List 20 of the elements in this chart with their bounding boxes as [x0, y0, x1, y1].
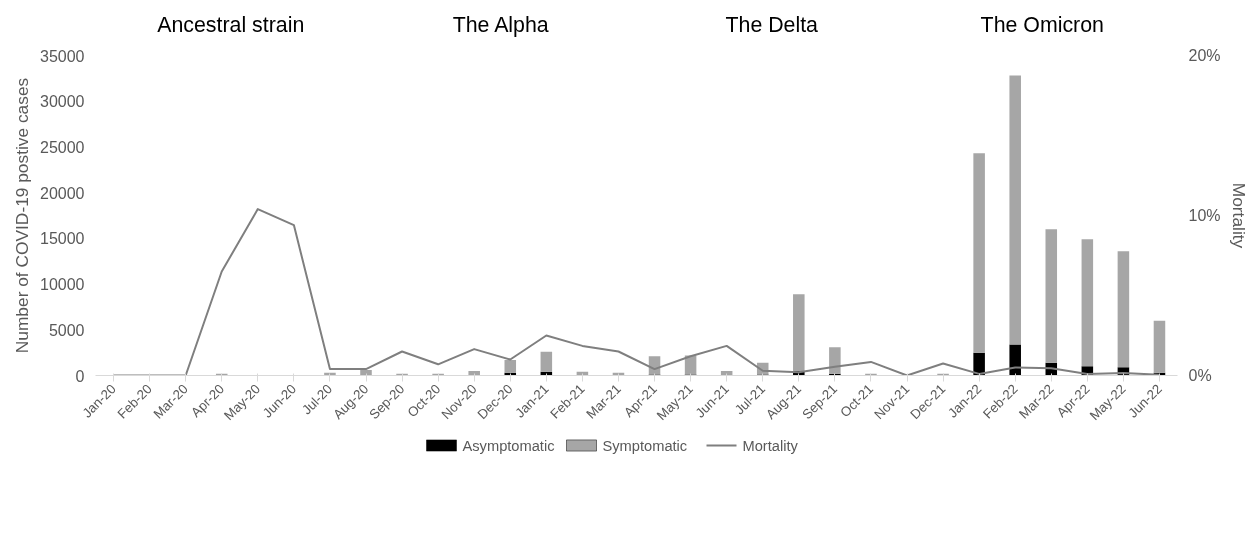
y-tick-label: 30000: [40, 93, 85, 111]
y-axis-title: Number of COVID-19 postive cases: [12, 77, 33, 354]
y-tick-label: 25000: [40, 138, 85, 156]
y-tick-label: 15000: [40, 230, 85, 248]
y2-tick-label: 0%: [1188, 367, 1212, 384]
y-tick-label: 20000: [40, 184, 85, 202]
legend-label: Symptomatic: [602, 437, 688, 454]
y-tick-label: 10000: [40, 276, 85, 294]
y-tick-label: 5000: [48, 321, 85, 339]
y2-tick-label: 20%: [1188, 47, 1221, 64]
y-tick-label: 35000: [40, 47, 85, 65]
y-tick-label: 0: [75, 367, 85, 385]
legend-label: Asymptomatic: [462, 437, 555, 454]
legend-label: Mortality: [742, 437, 799, 454]
y2-axis-title: Mortality: [1228, 182, 1249, 249]
text: The Omicron: [980, 12, 1104, 37]
text: The Delta: [725, 12, 819, 37]
text: The Alpha: [452, 12, 549, 37]
y2-tick-label: 10%: [1188, 207, 1221, 224]
text: Ancestral strain: [157, 12, 305, 37]
